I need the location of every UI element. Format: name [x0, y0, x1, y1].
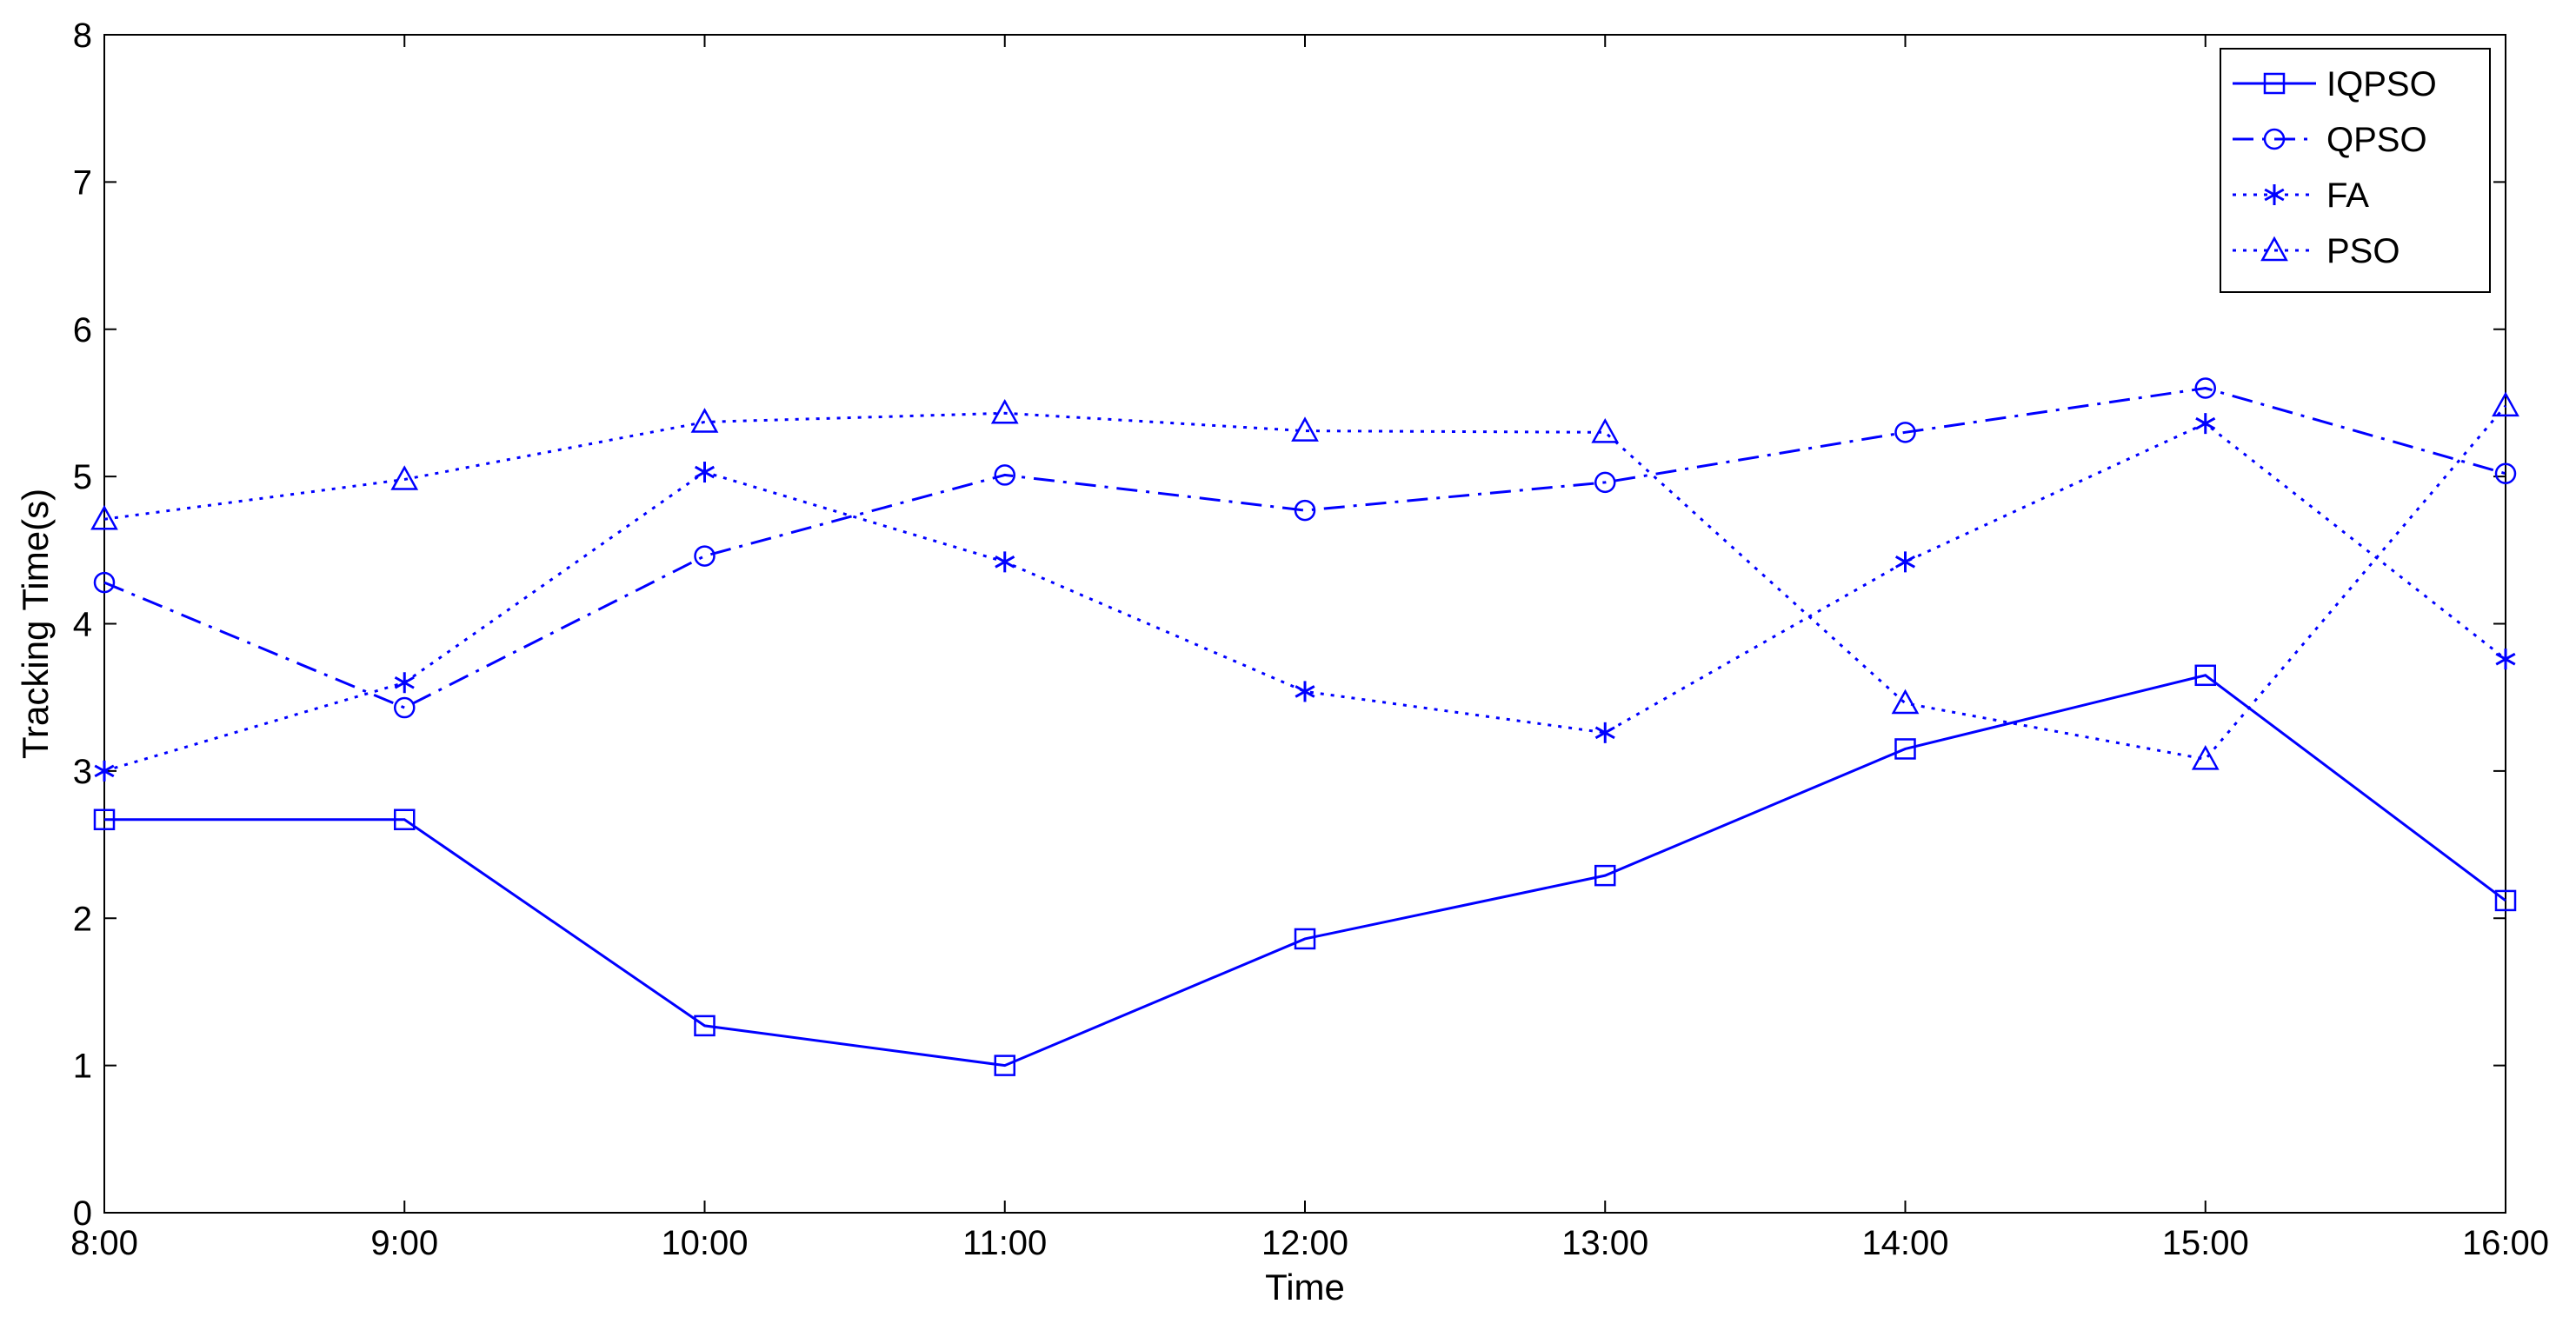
data-point-fa [694, 462, 716, 483]
data-point-pso [1291, 416, 1319, 442]
series-layer [90, 377, 2519, 1076]
x-tick-label: 16:00 [2462, 1224, 2549, 1262]
axis-ticks: 0 1 2 3 4 5 6 7 8 8:00 9:00 10:00 11:00 12:00 13:00 14:… [70, 17, 2549, 1262]
data-point-pso [1891, 689, 1920, 715]
legend-marker [2264, 184, 2285, 205]
legend-marker [2260, 236, 2288, 262]
data-point-fa [2495, 649, 2516, 670]
y-tick-label: 0 [73, 1194, 92, 1233]
data-point-iqpso [93, 808, 116, 831]
series-fa [94, 413, 2516, 782]
legend-label: PSO [2326, 232, 2400, 270]
x-tick-label: 10:00 [661, 1224, 748, 1262]
data-point-iqpso [1294, 928, 1316, 950]
legend-item-iqpso: IQPSO [2233, 65, 2437, 103]
legend-marker [2263, 128, 2286, 150]
legend: IQPSO QPSO FA PSO [2220, 48, 2491, 293]
series-line-iqpso [104, 674, 2506, 1068]
y-tick-label: 4 [73, 606, 92, 644]
data-point-pso [690, 408, 719, 433]
legend-item-fa: FA [2233, 176, 2369, 215]
y-tick-label: 8 [73, 17, 92, 55]
legend-label: FA [2326, 176, 2369, 215]
data-point-qpso [1294, 499, 1316, 522]
y-tick-label: 6 [73, 311, 92, 349]
series-pso [90, 391, 2519, 770]
data-point-qpso [1594, 471, 1616, 494]
y-tick-label: 2 [73, 900, 92, 938]
data-point-iqpso [994, 1055, 1015, 1076]
data-point-pso [990, 398, 1019, 424]
plot-area [103, 34, 2506, 1214]
data-point-pso [2191, 745, 2220, 770]
data-point-qpso [1894, 422, 1916, 443]
legend-item-pso: PSO [2233, 232, 2400, 270]
data-point-pso [2492, 391, 2519, 417]
x-tick-label: 11:00 [962, 1224, 1047, 1262]
x-axis-title: Time [1265, 1267, 1345, 1307]
data-point-pso [1591, 417, 1620, 443]
data-point-qpso [694, 545, 716, 567]
y-tick-label: 1 [73, 1048, 92, 1086]
data-point-fa [1594, 722, 1615, 743]
series-qpso [93, 377, 2517, 719]
data-point-iqpso [2494, 889, 2517, 912]
y-tick-label: 5 [73, 458, 92, 496]
series-line-qpso [103, 386, 2506, 709]
data-point-iqpso [694, 1015, 716, 1037]
data-point-iqpso [1594, 864, 1616, 887]
legend-marker [2263, 72, 2286, 95]
x-tick-label: 8:00 [70, 1224, 138, 1262]
x-tick-label: 13:00 [1561, 1224, 1648, 1262]
data-point-qpso [2194, 377, 2216, 399]
data-point-fa [995, 551, 1015, 573]
y-axis-title: Tracking Time(s) [15, 489, 56, 759]
data-point-iqpso [394, 808, 416, 831]
legend-label: IQPSO [2326, 65, 2437, 103]
data-point-fa [1295, 681, 1315, 702]
data-point-fa [2195, 413, 2216, 435]
x-tick-label: 15:00 [2162, 1224, 2249, 1262]
data-point-qpso [93, 571, 116, 594]
data-point-pso [90, 504, 118, 530]
y-tick-label: 7 [73, 163, 92, 202]
data-point-fa [394, 672, 415, 694]
legend-label: QPSO [2326, 121, 2427, 159]
x-tick-label: 14:00 [1861, 1224, 1948, 1262]
data-point-fa [1894, 551, 1916, 573]
data-point-qpso [394, 696, 416, 719]
y-tick-label: 3 [73, 753, 92, 791]
data-point-iqpso [2194, 664, 2216, 687]
series-iqpso [93, 664, 2517, 1076]
data-point-qpso [994, 464, 1015, 486]
x-tick-label: 9:00 [370, 1224, 438, 1262]
data-point-fa [94, 760, 115, 782]
data-point-pso [390, 465, 419, 490]
data-point-qpso [2494, 462, 2517, 484]
x-tick-label: 12:00 [1261, 1224, 1348, 1262]
data-point-iqpso [1894, 738, 1916, 760]
legend-item-qpso: QPSO [2233, 121, 2427, 159]
